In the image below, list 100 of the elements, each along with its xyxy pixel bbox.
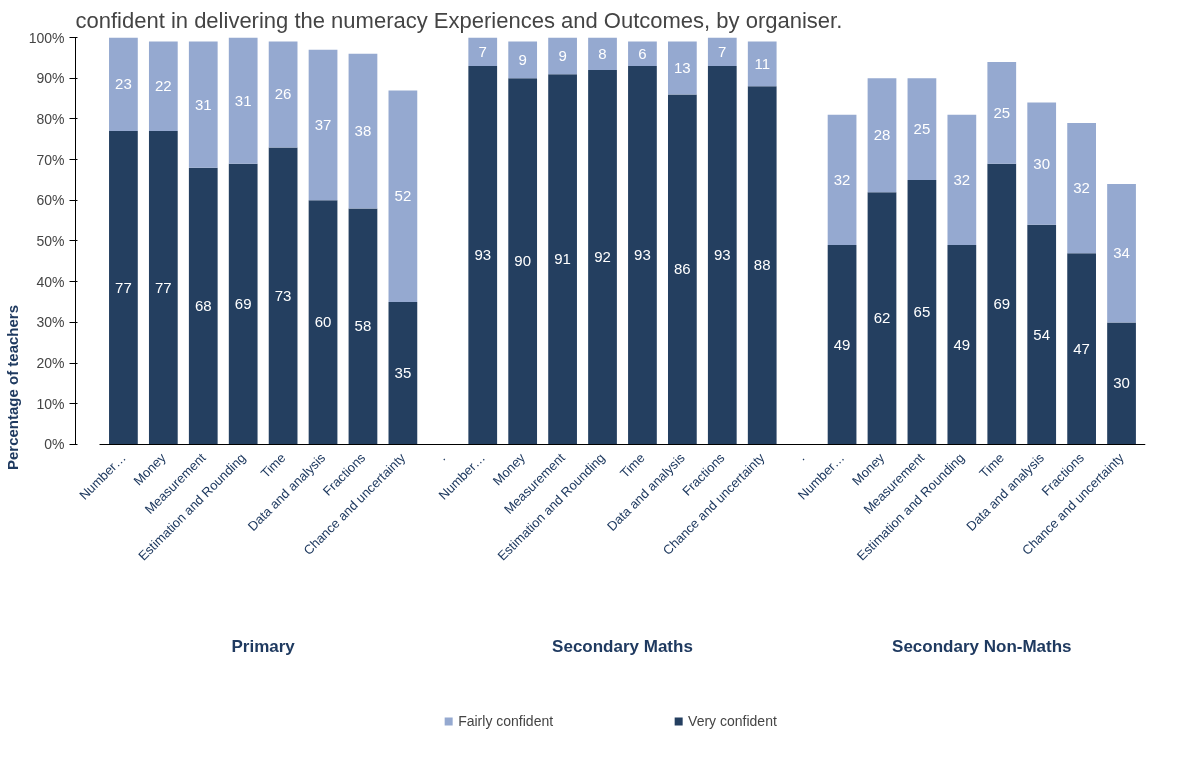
data-label: 31 <box>234 91 252 109</box>
data-label: 93 <box>634 246 651 264</box>
text: Primary <box>231 637 296 657</box>
data-label: 90 <box>514 252 532 270</box>
bar <box>1107 322 1136 445</box>
data-label: 93 <box>713 246 731 264</box>
data-label: 73 <box>274 286 292 304</box>
x-tick-label: . <box>434 450 449 464</box>
data-label: 32 <box>1073 179 1090 197</box>
bar <box>188 41 218 168</box>
bar <box>508 78 538 445</box>
bar <box>148 131 178 445</box>
bar <box>907 179 937 445</box>
data-label: 37 <box>314 116 332 133</box>
data-label: 25 <box>913 120 931 138</box>
bar <box>747 86 777 445</box>
data-label: 49 <box>953 335 971 353</box>
data-label: 30 <box>1113 374 1130 392</box>
data-label: 69 <box>993 295 1011 313</box>
x-tick-label: Time <box>257 450 289 481</box>
chart-title: confident in delivering the numeracy Experiences and Outcomes, by organiser. <box>75 7 843 33</box>
data-label: 31 <box>194 95 212 113</box>
data-label: 52 <box>394 187 412 205</box>
bar <box>348 208 378 445</box>
bar <box>667 41 697 95</box>
bar <box>588 70 617 445</box>
data-label: 30 <box>1033 154 1051 172</box>
data-label: 23 <box>115 75 132 93</box>
bar <box>588 37 617 71</box>
y-tick-label: 80% <box>36 110 65 127</box>
y-tick-label: 10% <box>36 395 65 412</box>
bar <box>148 41 178 132</box>
data-label: 32 <box>953 170 971 188</box>
legend-label: Fairly confident <box>458 713 554 729</box>
data-label: 6 <box>638 44 647 62</box>
bar <box>188 167 218 445</box>
bar <box>747 41 777 87</box>
bar <box>1027 102 1057 225</box>
y-tick-label: 100% <box>28 29 65 46</box>
data-label: 65 <box>913 303 931 321</box>
bar <box>707 37 737 66</box>
bar <box>468 37 498 66</box>
data-label: 69 <box>234 295 252 313</box>
bar <box>228 37 258 164</box>
data-label: 22 <box>154 77 172 95</box>
data-label: 11 <box>754 54 771 72</box>
bar <box>348 53 378 209</box>
bar <box>548 74 577 445</box>
data-label: 47 <box>1073 339 1090 357</box>
bar <box>508 41 538 79</box>
data-label: 77 <box>154 278 172 296</box>
data-label: 88 <box>753 256 771 274</box>
y-tick-label: 70% <box>36 151 65 168</box>
bar <box>228 163 258 445</box>
y-tick-label: 50% <box>36 232 65 249</box>
data-label: 8 <box>598 44 607 62</box>
data-label: 7 <box>478 42 487 60</box>
y-tick-label: 0% <box>44 436 65 453</box>
bar <box>388 90 418 303</box>
legend-label: Very confident <box>688 713 777 729</box>
data-label: 86 <box>674 260 691 278</box>
bar <box>468 65 498 445</box>
data-label: 92 <box>594 248 611 266</box>
x-tick-label: Time <box>976 450 1008 481</box>
data-label: 68 <box>194 297 212 315</box>
data-label: 26 <box>274 85 292 103</box>
bar <box>109 131 138 445</box>
bar <box>548 37 577 75</box>
x-tick-label: Time <box>617 450 648 481</box>
data-label: 60 <box>314 313 332 331</box>
bar <box>388 302 418 445</box>
x-tick-label: . <box>794 450 808 464</box>
data-label: 34 <box>1113 244 1130 262</box>
bar <box>947 245 977 445</box>
bar <box>628 65 657 445</box>
bar <box>867 192 897 445</box>
bar <box>628 41 657 66</box>
data-label: 38 <box>354 122 372 140</box>
bar <box>1107 184 1136 323</box>
data-label: 9 <box>558 46 567 64</box>
bar <box>667 94 697 445</box>
text: Secondary Maths <box>552 637 693 657</box>
data-label: 32 <box>833 170 851 188</box>
y-tick-label: 40% <box>36 273 65 290</box>
y-tick-label: 60% <box>36 192 65 209</box>
data-label: 54 <box>1033 325 1051 343</box>
bar <box>1067 253 1096 445</box>
bar <box>268 147 298 445</box>
data-label: 93 <box>474 246 492 264</box>
bar <box>308 200 338 445</box>
bar <box>987 61 1017 164</box>
bar <box>268 41 298 148</box>
bar <box>827 245 857 445</box>
bar <box>308 49 338 201</box>
data-label: 25 <box>993 103 1011 121</box>
bar <box>707 65 737 445</box>
data-label: 28 <box>873 126 891 144</box>
bar <box>947 114 977 246</box>
text: Secondary Non-Maths <box>892 637 1072 657</box>
data-label: 91 <box>554 250 571 268</box>
